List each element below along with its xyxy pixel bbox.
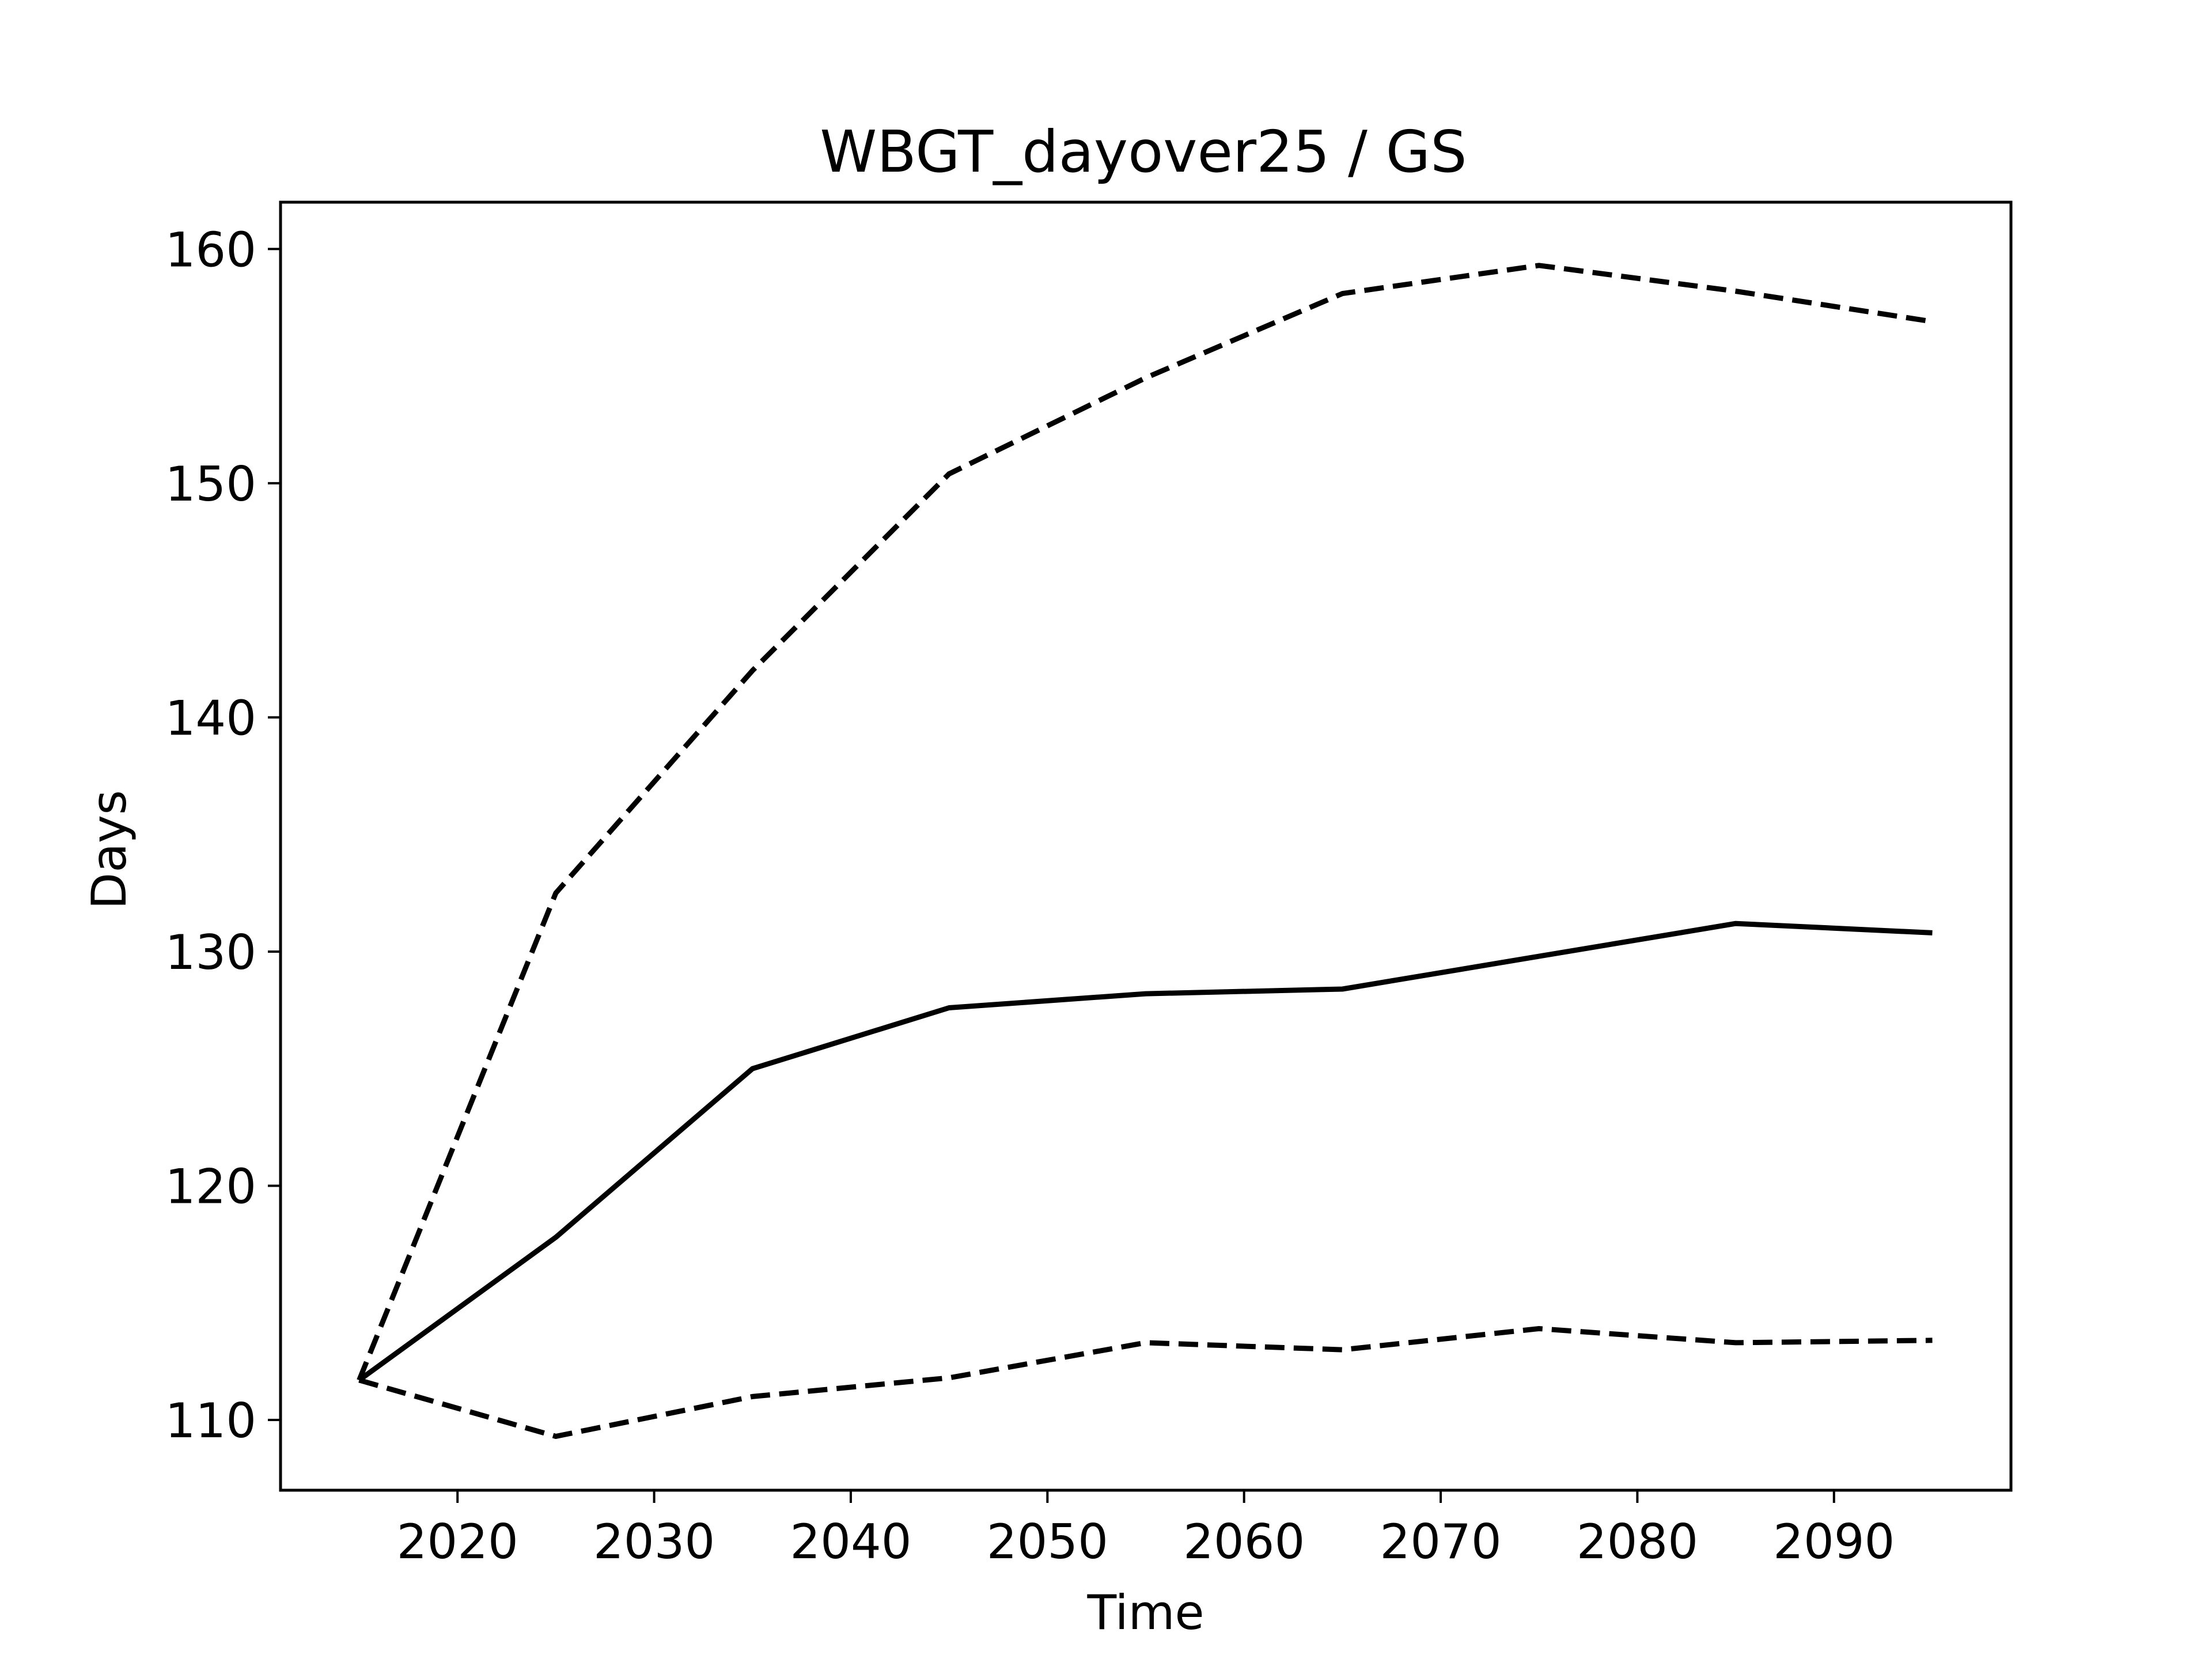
x-tick-label: 2050 — [987, 1514, 1108, 1570]
y-axis-title: Days — [81, 790, 137, 909]
series-lines — [357, 263, 1933, 1439]
y-tick-label: 120 — [165, 1158, 256, 1214]
x-tick-label: 2090 — [1773, 1514, 1895, 1570]
x-axis-title: Time — [1086, 1585, 1204, 1641]
series-line-1 — [357, 921, 1933, 1382]
y-tick-label: 130 — [165, 925, 256, 980]
x-tick-label: 2020 — [397, 1514, 518, 1570]
chart-title: WBGT_dayover25 / GS — [820, 118, 1467, 185]
x-tick-label: 2080 — [1577, 1514, 1698, 1570]
x-tick-label: 2030 — [593, 1514, 715, 1570]
x-tick-label: 2040 — [790, 1514, 911, 1570]
series-line-2 — [357, 263, 1933, 1381]
axis-ticks: 2020 2030 2040 2050 2060 2070 2080 2090 110 120 13… — [165, 222, 1895, 1570]
y-tick-label: 140 — [165, 690, 256, 746]
y-tick-label: 160 — [165, 222, 256, 278]
x-tick-label: 2070 — [1380, 1514, 1501, 1570]
y-tick-label: 150 — [165, 456, 256, 512]
x-tick-label: 2060 — [1183, 1514, 1305, 1570]
series-line-3 — [358, 1326, 1933, 1439]
y-tick-label: 110 — [165, 1393, 256, 1449]
plot-frame — [279, 200, 2013, 1492]
